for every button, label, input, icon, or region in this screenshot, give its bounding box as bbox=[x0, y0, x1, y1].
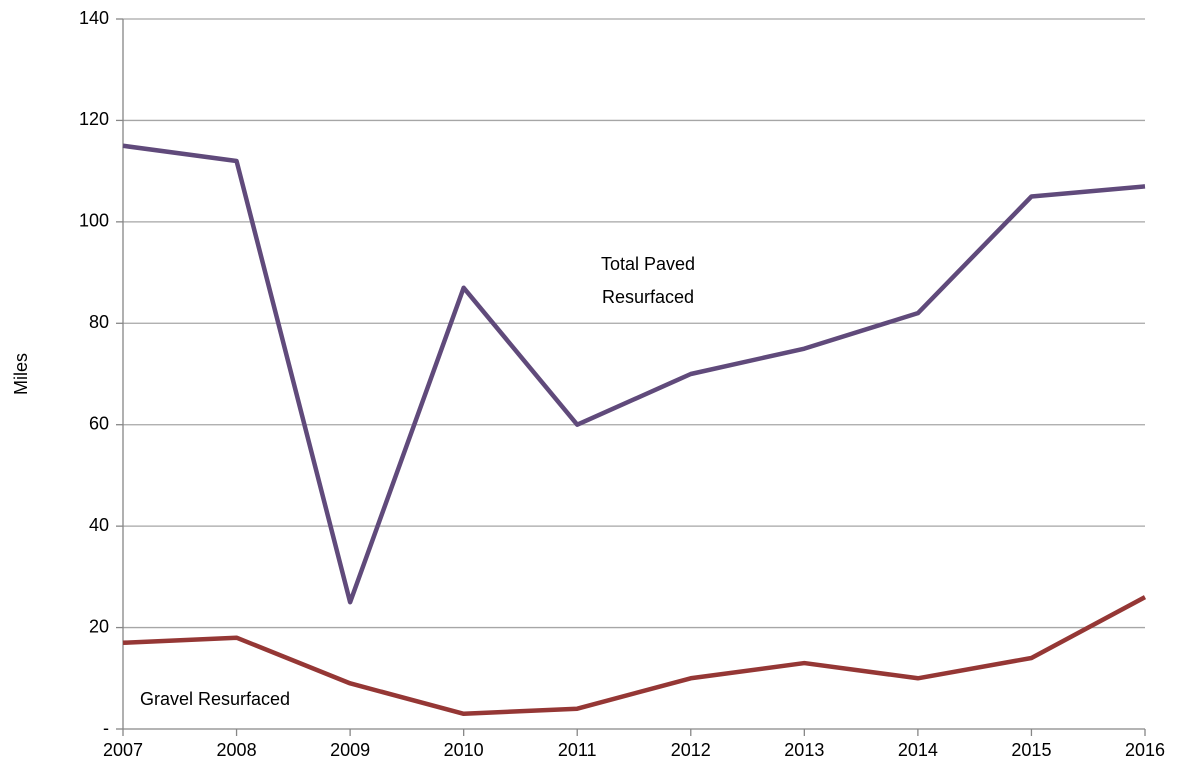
y-tick-label: - bbox=[103, 718, 109, 738]
x-tick-label: 2015 bbox=[1011, 740, 1051, 760]
data-line bbox=[122, 595, 1147, 717]
data-line bbox=[122, 143, 1146, 605]
y-tick-label: 60 bbox=[89, 413, 109, 433]
series-annotation: Total Paved Resurfaced bbox=[600, 254, 696, 307]
x-tick-label: 2014 bbox=[898, 740, 938, 760]
series-annotation: Gravel Resurfaced bbox=[140, 689, 291, 709]
x-tick-label: 2008 bbox=[217, 740, 257, 760]
x-tick-label: 2011 bbox=[558, 740, 597, 760]
y-tick-label: 140 bbox=[79, 8, 109, 28]
x-tick-label: 2009 bbox=[330, 740, 370, 760]
x-tick-label: 2012 bbox=[671, 740, 711, 760]
y-tick-label: 40 bbox=[89, 515, 109, 535]
x-tick-label: 2013 bbox=[784, 740, 824, 760]
x-tick-label: 2016 bbox=[1125, 740, 1165, 760]
y-tick-label: 120 bbox=[79, 109, 109, 129]
x-tick-label: 2007 bbox=[103, 740, 143, 760]
y-axis-label: Miles bbox=[11, 353, 31, 395]
y-tick-label: 20 bbox=[89, 616, 109, 636]
y-tick-label: 80 bbox=[89, 312, 109, 332]
y-tick-label: 100 bbox=[79, 211, 109, 231]
x-tick-label: 2010 bbox=[444, 740, 484, 760]
